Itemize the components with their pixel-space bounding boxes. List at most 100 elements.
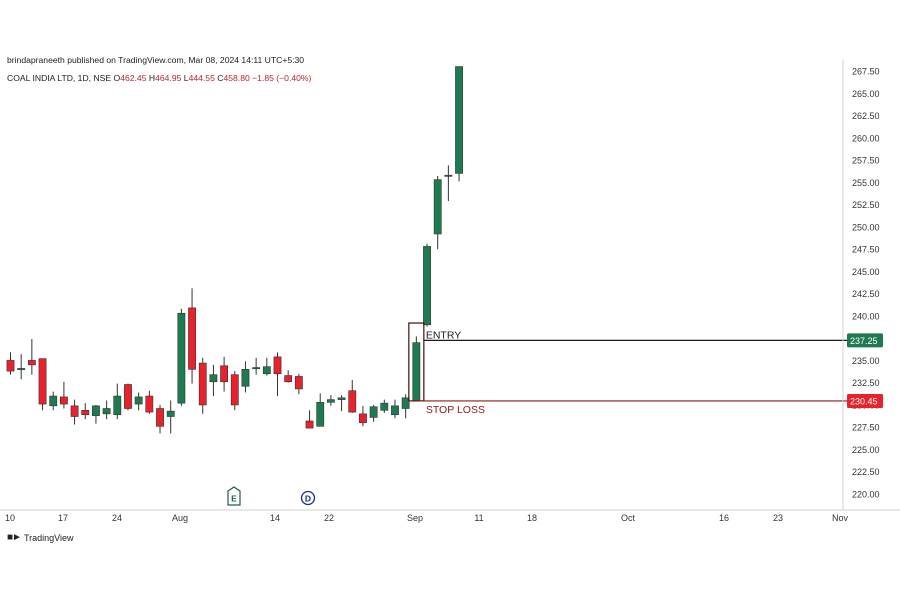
candle-body <box>198 362 207 406</box>
candle <box>198 357 207 414</box>
candle-body <box>444 174 453 177</box>
x-axis: 10 17 24 Aug 14 22 Sep 11 18 Oct 16 23 Nov <box>0 509 900 523</box>
y-tick-label: 267.50 <box>852 67 880 77</box>
candle-body <box>433 179 442 235</box>
candle-body <box>348 390 357 413</box>
candle <box>391 399 399 419</box>
event-label: E <box>231 494 237 504</box>
earnings-icon <box>227 486 241 506</box>
candle-body <box>294 376 303 390</box>
candle <box>401 394 410 419</box>
x-tick-label: 16 <box>719 513 729 523</box>
y-tick-label: 262.50 <box>852 111 880 121</box>
candle-body <box>284 375 293 383</box>
candle-body <box>49 395 58 407</box>
candle <box>273 352 282 397</box>
entry-price-badge: 237.25 <box>847 333 883 348</box>
candle-body <box>27 360 36 366</box>
entry-price-badge-bg <box>847 333 883 348</box>
change-value: −1.85 (−0.40%) <box>252 73 312 83</box>
candle-body <box>209 374 218 383</box>
candle-body <box>38 358 47 405</box>
low-label: L <box>183 73 189 83</box>
tradingview-logo-icon: ■► <box>7 532 22 543</box>
stop-price-badge-bg <box>847 393 883 408</box>
close-label: C <box>217 73 224 83</box>
high-label: H <box>148 73 156 83</box>
x-tick-label: 10 <box>5 513 15 523</box>
candle <box>284 370 293 383</box>
candle <box>70 399 79 425</box>
candle-body <box>380 402 389 411</box>
y-tick-label: 255.00 <box>852 178 880 188</box>
candle-body <box>70 405 79 417</box>
y-tick-label: 252.50 <box>852 200 880 210</box>
tradingview-watermark: ■► TradingView <box>7 532 73 543</box>
candle <box>337 395 346 412</box>
x-tick-label: Oct <box>621 513 636 523</box>
candle-body <box>252 367 261 370</box>
candle <box>124 383 132 411</box>
candle-body <box>423 246 431 326</box>
candle <box>423 243 431 327</box>
candle-body <box>326 399 335 403</box>
y-tick-label: 232.50 <box>852 378 880 388</box>
candle-body <box>188 307 196 370</box>
y-tick-label: 242.50 <box>852 289 880 299</box>
candle <box>177 308 186 406</box>
x-tick-label: 23 <box>773 513 783 523</box>
stop-price-badge: 230.45 <box>847 393 883 408</box>
candle <box>359 405 367 427</box>
y-tick-label: 227.50 <box>852 423 880 433</box>
y-axis: 267.50 265.00 262.50 260.00 257.50 255.00 252.… <box>842 60 883 510</box>
candle-body <box>92 405 100 416</box>
y-tick-label: 250.00 <box>852 222 880 232</box>
entry-label: ENTRY <box>426 329 461 341</box>
dividend-event-marker[interactable]: D <box>300 490 316 506</box>
candle <box>145 390 154 414</box>
x-tick-label: 22 <box>324 513 334 523</box>
levels-layer: ENTRY STOP LOSS <box>408 322 847 416</box>
candle <box>252 357 261 375</box>
candle <box>134 392 143 411</box>
candle <box>262 357 271 376</box>
x-tick-label: 24 <box>112 513 122 523</box>
candle <box>27 339 36 375</box>
open-value: 462.45 <box>120 73 147 83</box>
candle <box>6 352 15 375</box>
candle-body <box>305 420 314 429</box>
earnings-event-marker[interactable]: E <box>227 486 241 506</box>
candle-body <box>177 312 186 404</box>
tradingview-name: TradingView <box>23 532 74 543</box>
entry-price-badge-text: 237.25 <box>850 336 878 346</box>
y-tick-label: 245.00 <box>852 267 880 277</box>
x-tick-label: 14 <box>270 513 280 523</box>
y-tick-label: 260.00 <box>852 133 880 143</box>
candle-body <box>156 408 164 427</box>
candle <box>49 391 58 411</box>
candle <box>220 356 228 392</box>
candle-body <box>220 365 228 383</box>
candle <box>294 373 303 395</box>
candle <box>305 410 314 429</box>
candle <box>455 66 463 182</box>
y-tick-label: 222.50 <box>852 467 880 477</box>
x-tick-label: Aug <box>172 513 188 523</box>
y-tick-label: 265.00 <box>852 89 880 99</box>
candle-body <box>102 408 111 415</box>
x-tick-label: Sep <box>407 513 423 523</box>
y-tick-label: 225.00 <box>852 445 880 455</box>
candle <box>166 400 175 434</box>
candle <box>209 364 218 397</box>
candle <box>38 358 47 411</box>
candle <box>92 404 100 424</box>
candle-body <box>59 396 68 405</box>
x-tick-label: 17 <box>58 513 68 523</box>
candle <box>316 393 325 427</box>
candle-body <box>134 396 143 405</box>
candle <box>326 395 335 406</box>
y-tick-label: 257.50 <box>852 156 880 166</box>
candle <box>433 176 442 250</box>
